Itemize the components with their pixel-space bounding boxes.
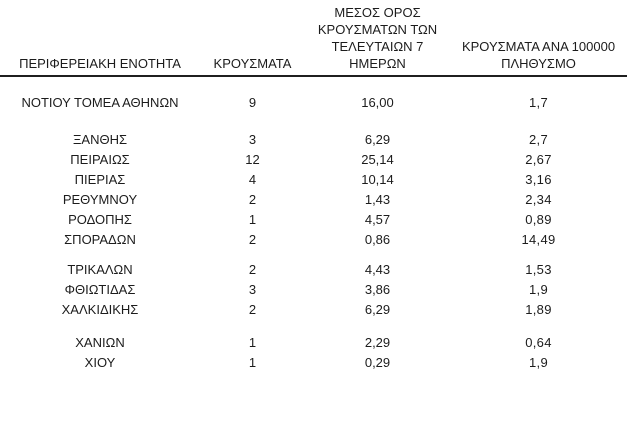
cases-table: ΠΕΡΙΦΕΡΕΙΑΚΗ ΕΝΟΤΗΤΑ ΚΡΟΥΣΜΑΤΑ ΜΕΣΟΣ ΟΡΟ…	[0, 0, 627, 373]
per100k-cell: 1,53	[525, 262, 552, 277]
avg7-cell: 6,29	[364, 302, 391, 317]
avg7-cell: 2,29	[364, 335, 391, 350]
table-row: ΝΟΤΙΟΥ ΤΟΜΕΑ ΑΘΗΝΩΝ 9 16,00 1,7	[0, 93, 627, 113]
region-cell: ΠΕΙΡΑΙΩΣ	[70, 152, 130, 167]
cases-cell: 2	[248, 262, 257, 277]
per100k-cell: 3,16	[525, 172, 552, 187]
cases-cell: 12	[245, 152, 260, 167]
group-spacer	[0, 250, 627, 260]
cases-cell: 3	[248, 132, 257, 147]
table-row: ΡΟΔΟΠΗΣ 1 4,57 0,89	[0, 210, 627, 230]
avg7-cell: 4,57	[364, 212, 391, 227]
region-cell: ΡΟΔΟΠΗΣ	[68, 212, 132, 227]
cases-cell: 9	[248, 95, 257, 110]
cases-cell: 1	[248, 355, 257, 370]
per100k-cell: 2,67	[525, 152, 552, 167]
table-row: ΧΙΟΥ 1 0,29 1,9	[0, 353, 627, 373]
region-cell: ΡΕΘΥΜΝΟΥ	[62, 192, 138, 207]
per100k-cell: 1,89	[525, 302, 552, 317]
group-spacer	[0, 113, 627, 130]
region-cell: ΤΡΙΚΑΛΩΝ	[67, 262, 133, 277]
cases-cell: 2	[248, 302, 257, 317]
region-cell: ΧΙΟΥ	[84, 355, 116, 370]
cases-cell: 2	[248, 192, 257, 207]
region-cell: ΦΘΙΩΤΙΔΑΣ	[64, 282, 136, 297]
table-row: ΧΑΛΚΙΔΙΚΗΣ 2 6,29 1,89	[0, 300, 627, 320]
per100k-cell: 2,34	[525, 192, 552, 207]
cases-cell: 4	[248, 172, 257, 187]
group-spacer	[0, 320, 627, 333]
per100k-cell: 14,49	[521, 232, 556, 247]
table-row: ΞΑΝΘΗΣ 3 6,29 2,7	[0, 130, 627, 150]
table-header-row: ΠΕΡΙΦΕΡΕΙΑΚΗ ΕΝΟΤΗΤΑ ΚΡΟΥΣΜΑΤΑ ΜΕΣΟΣ ΟΡΟ…	[0, 0, 627, 77]
region-cell: ΝΟΤΙΟΥ ΤΟΜΕΑ ΑΘΗΝΩΝ	[21, 95, 179, 110]
table-row: ΦΘΙΩΤΙΔΑΣ 3 3,86 1,9	[0, 280, 627, 300]
column-header-per100k: ΚΡΟΥΣΜΑΤΑ ΑΝΑ 100000 ΠΛΗΘΥΣΜΟ	[461, 39, 616, 71]
avg7-cell: 0,29	[364, 355, 391, 370]
cases-cell: 3	[248, 282, 257, 297]
region-cell: ΣΠΟΡΑΔΩΝ	[64, 232, 136, 247]
per100k-cell: 0,64	[525, 335, 552, 350]
table-row: ΠΙΕΡΙΑΣ 4 10,14 3,16	[0, 170, 627, 190]
avg7-cell: 25,14	[361, 152, 394, 167]
per100k-cell: 2,7	[529, 132, 548, 147]
column-header-cases: ΚΡΟΥΣΜΑΤΑ	[213, 56, 292, 71]
table-row: ΣΠΟΡΑΔΩΝ 2 0,86 14,49	[0, 230, 627, 250]
per100k-cell: 0,89	[525, 212, 552, 227]
cases-cell: 1	[248, 212, 257, 227]
table-row: ΡΕΘΥΜΝΟΥ 2 1,43 2,34	[0, 190, 627, 210]
region-cell: ΧΑΝΙΩΝ	[75, 335, 125, 350]
avg7-cell: 3,86	[364, 282, 391, 297]
region-cell: ΠΙΕΡΙΑΣ	[74, 172, 126, 187]
region-cell: ΧΑΛΚΙΔΙΚΗΣ	[61, 302, 139, 317]
header-gap	[0, 77, 627, 93]
avg7-cell: 0,86	[364, 232, 391, 247]
region-cell: ΞΑΝΘΗΣ	[72, 132, 128, 147]
avg7-cell: 4,43	[364, 262, 391, 277]
column-header-region: ΠΕΡΙΦΕΡΕΙΑΚΗ ΕΝΟΤΗΤΑ	[19, 56, 181, 71]
column-header-avg7days: ΜΕΣΟΣ ΟΡΟΣ ΚΡΟΥΣΜΑΤΩΝ ΤΩΝ ΤΕΛΕΥΤΑΙΩΝ 7 Η…	[317, 5, 438, 71]
per100k-cell: 1,9	[529, 355, 548, 370]
avg7-cell: 10,14	[361, 172, 394, 187]
avg7-cell: 16,00	[361, 95, 394, 110]
cases-cell: 2	[248, 232, 257, 247]
table-row: ΧΑΝΙΩΝ 1 2,29 0,64	[0, 333, 627, 353]
table-row: ΤΡΙΚΑΛΩΝ 2 4,43 1,53	[0, 260, 627, 280]
table-row: ΠΕΙΡΑΙΩΣ 12 25,14 2,67	[0, 150, 627, 170]
per100k-cell: 1,7	[529, 95, 548, 110]
cases-cell: 1	[248, 335, 257, 350]
avg7-cell: 1,43	[364, 192, 391, 207]
per100k-cell: 1,9	[529, 282, 548, 297]
avg7-cell: 6,29	[364, 132, 391, 147]
